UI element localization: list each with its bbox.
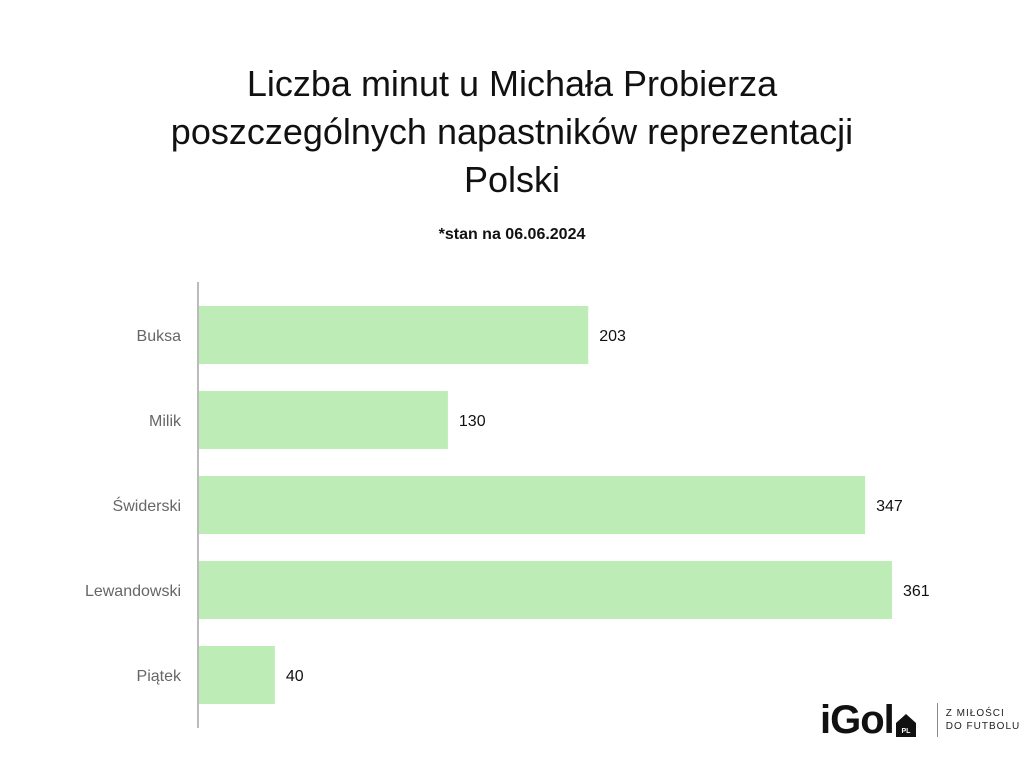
logo-divider bbox=[936, 703, 938, 737]
logo-badge: PL bbox=[901, 728, 911, 735]
logo-tagline-line: Z MIŁOŚCI bbox=[945, 708, 1005, 719]
bar bbox=[198, 306, 589, 364]
bar bbox=[198, 476, 866, 534]
igol-logo: iGol PL Z MIŁOŚCI DO FUTBOLU bbox=[820, 698, 1020, 742]
category-label: Lewandowski bbox=[85, 583, 181, 600]
chart-subtitle: *stan na 06.06.2024 bbox=[438, 226, 586, 243]
bar bbox=[198, 561, 892, 619]
value-label: 347 bbox=[876, 498, 903, 515]
chart-title-line: Polski bbox=[463, 159, 561, 200]
chart-title-line: Liczba minut u Michała Probierza bbox=[246, 63, 778, 104]
logo-tagline-line: DO FUTBOLU bbox=[945, 721, 1021, 732]
value-label: 40 bbox=[286, 668, 304, 685]
bar bbox=[198, 646, 275, 704]
bar bbox=[198, 391, 448, 449]
value-label: 361 bbox=[903, 583, 930, 600]
category-label: Świderski bbox=[113, 496, 181, 515]
category-label: Piątek bbox=[137, 668, 182, 685]
category-label: Buksa bbox=[137, 328, 182, 345]
igol-logo-mark: iGol PL bbox=[820, 698, 917, 742]
chart-title: Liczba minut u Michała Probierza poszcze… bbox=[0, 60, 1024, 204]
logo-tagline: Z MIŁOŚCI DO FUTBOLU bbox=[946, 707, 1020, 733]
category-label: Milik bbox=[149, 413, 182, 430]
chart-title-line: poszczególnych napastników reprezentacji bbox=[170, 111, 854, 152]
value-label: 130 bbox=[459, 413, 486, 430]
logo-house-icon: PL bbox=[895, 714, 916, 737]
logo-wordmark: iGol bbox=[820, 698, 895, 742]
value-label: 203 bbox=[599, 328, 626, 345]
